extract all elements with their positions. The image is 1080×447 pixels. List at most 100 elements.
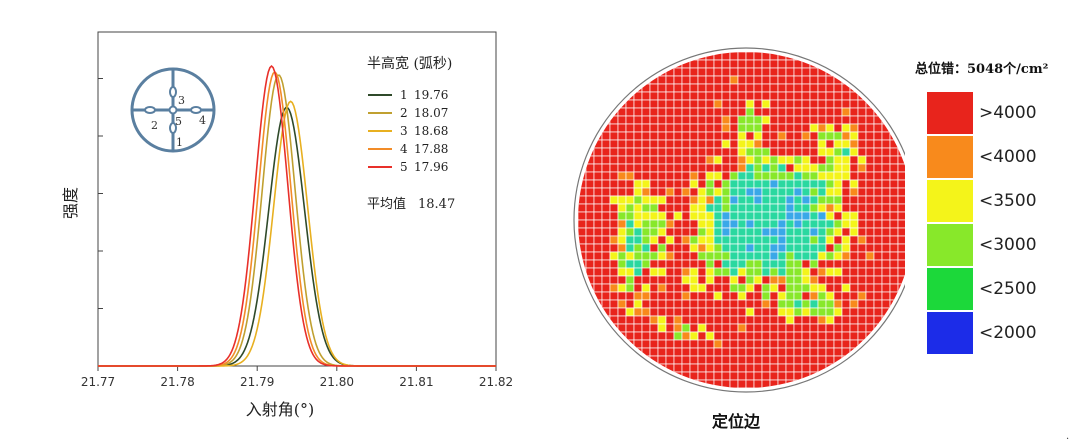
wafer-cell — [673, 195, 683, 205]
wafer-cell — [769, 59, 779, 69]
wafer-cell — [665, 243, 675, 253]
wafer-cell — [633, 91, 643, 101]
wafer-cell — [689, 283, 699, 293]
wafer-cell — [881, 267, 891, 277]
wafer-cell — [729, 219, 739, 229]
wafer-cell — [633, 99, 643, 109]
wafer-cell — [777, 107, 787, 117]
wafer-cell — [697, 131, 707, 141]
wafer-cell — [737, 339, 747, 349]
wafer-cell — [681, 147, 691, 157]
wafer-cell — [641, 307, 651, 317]
wafer-cell — [849, 267, 859, 277]
wafer-cell — [649, 227, 659, 237]
wafer-cell — [793, 251, 803, 261]
wafer-cell — [753, 147, 763, 157]
wafer-cell — [633, 211, 643, 221]
wafer-cell — [649, 259, 659, 269]
wafer-cell — [649, 91, 659, 101]
wafer-cell — [681, 243, 691, 253]
wafer-cell — [793, 107, 803, 117]
wafer-cell — [809, 347, 819, 357]
wafer-cell — [777, 179, 787, 189]
wafer-cell — [873, 275, 883, 285]
wafer-cell — [849, 211, 859, 221]
legend-name-1: 1 — [400, 88, 408, 102]
wafer-cell — [873, 131, 883, 141]
wafer-cell — [745, 123, 755, 133]
wafer-cell — [649, 203, 659, 213]
wafer-cell — [793, 59, 803, 69]
wafer-cell — [673, 219, 683, 229]
wafer-cell — [609, 243, 619, 253]
wafer-cell — [697, 227, 707, 237]
wafer-cell — [865, 291, 875, 301]
wafer-cell — [809, 323, 819, 333]
wafer-cell — [745, 331, 755, 341]
wafer-cell — [873, 291, 883, 301]
wafer-cell — [785, 155, 795, 165]
wafer-cell — [889, 227, 899, 237]
wafer-cell — [809, 147, 819, 157]
wafer-cell — [865, 211, 875, 221]
wafer-cell — [849, 275, 859, 285]
wafer-cell — [665, 123, 675, 133]
wafer-cell — [745, 99, 755, 109]
wafer-cell — [633, 203, 643, 213]
density-legend-items: >4000 <4000 <3500 <3000 <2500 <2000 — [905, 91, 1075, 355]
wafer-cell — [825, 211, 835, 221]
wafer-cell — [721, 147, 731, 157]
wafer-cell — [777, 355, 787, 365]
wafer-cell — [753, 291, 763, 301]
wafer-cell — [809, 275, 819, 285]
wafer-cell — [809, 355, 819, 365]
wafer-cell — [825, 315, 835, 325]
wafer-cell — [833, 123, 843, 133]
wafer-cell — [865, 195, 875, 205]
wafer-cell — [673, 347, 683, 357]
wafer-cell — [633, 227, 643, 237]
wafer-cell — [825, 291, 835, 301]
wafer-cell — [649, 131, 659, 141]
wafer-cell — [745, 203, 755, 213]
wafer-cell — [857, 171, 867, 181]
wafer-cell — [713, 363, 723, 373]
wafer-cell — [801, 307, 811, 317]
wafer-cell — [649, 219, 659, 229]
wafer-cell — [657, 347, 667, 357]
wafer-cell — [705, 123, 715, 133]
wafer-cell — [641, 283, 651, 293]
wafer-cell — [681, 67, 691, 77]
wafer-cell — [737, 99, 747, 109]
wafer-cell — [881, 259, 891, 269]
wafer-cell — [625, 299, 635, 309]
wafer-cell — [689, 299, 699, 309]
wafer-cell — [817, 267, 827, 277]
wafer-cell — [753, 307, 763, 317]
wafer-cell — [809, 75, 819, 85]
inset-point-2 — [144, 106, 156, 114]
wafer-cell — [849, 315, 859, 325]
wafer-cell — [601, 275, 611, 285]
wafer-cell — [721, 219, 731, 229]
wafer-cell — [833, 171, 843, 181]
wafer-cell — [841, 243, 851, 253]
wafer-cell — [601, 283, 611, 293]
wafer-cell — [809, 219, 819, 229]
wafer-cell — [865, 163, 875, 173]
wafer-cell — [865, 251, 875, 261]
wafer-cell — [745, 163, 755, 173]
wafer-cell — [625, 331, 635, 341]
wafer-cell — [601, 187, 611, 197]
wafer-cell — [897, 195, 905, 205]
wafer-cell — [633, 331, 643, 341]
wafer-cell — [849, 187, 859, 197]
wafer-cell — [745, 251, 755, 261]
wafer-cell — [897, 259, 905, 269]
wafer-cell — [753, 355, 763, 365]
wafer-cell — [697, 243, 707, 253]
wafer-cell — [777, 243, 787, 253]
wafer-cell — [705, 171, 715, 181]
wafer-cell — [721, 83, 731, 93]
wafer-cell — [713, 331, 723, 341]
